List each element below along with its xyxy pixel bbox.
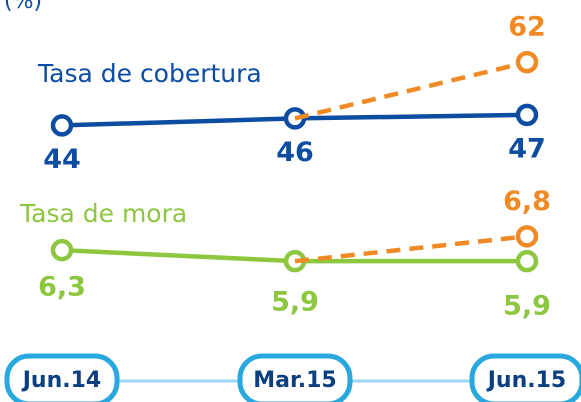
data-label: 47: [508, 133, 546, 164]
data-label: 5,9: [271, 287, 319, 318]
series-line: [294, 234, 528, 264]
point-marker: [515, 50, 539, 74]
point-marker: [515, 225, 539, 248]
data-label: 6,8: [503, 186, 551, 217]
point-marker: [50, 114, 74, 137]
x-tick-label: Jun.15: [486, 368, 566, 393]
category-pill: [237, 353, 353, 402]
data-label: 44: [43, 144, 81, 175]
x-tick-label: Mar.15: [253, 368, 336, 393]
series-line: [294, 59, 528, 121]
data-label: 5,9: [503, 291, 551, 322]
data-label: 6,3: [38, 272, 86, 303]
point-marker: [515, 103, 539, 127]
series-name: Tasa de cobertura: [37, 59, 262, 88]
data-label: 46: [276, 137, 314, 168]
y-label: (%): [4, 0, 42, 14]
category-pill: [4, 353, 120, 402]
category-pill: [469, 353, 581, 402]
point-marker: [515, 249, 539, 273]
data-label: 62: [508, 12, 546, 43]
series-name: Tasa de mora: [19, 199, 187, 228]
x-tick-label: Jun.14: [21, 368, 101, 393]
point-marker: [50, 238, 74, 262]
